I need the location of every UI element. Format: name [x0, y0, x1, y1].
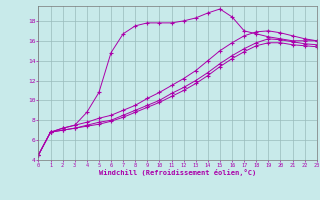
X-axis label: Windchill (Refroidissement éolien,°C): Windchill (Refroidissement éolien,°C) — [99, 169, 256, 176]
